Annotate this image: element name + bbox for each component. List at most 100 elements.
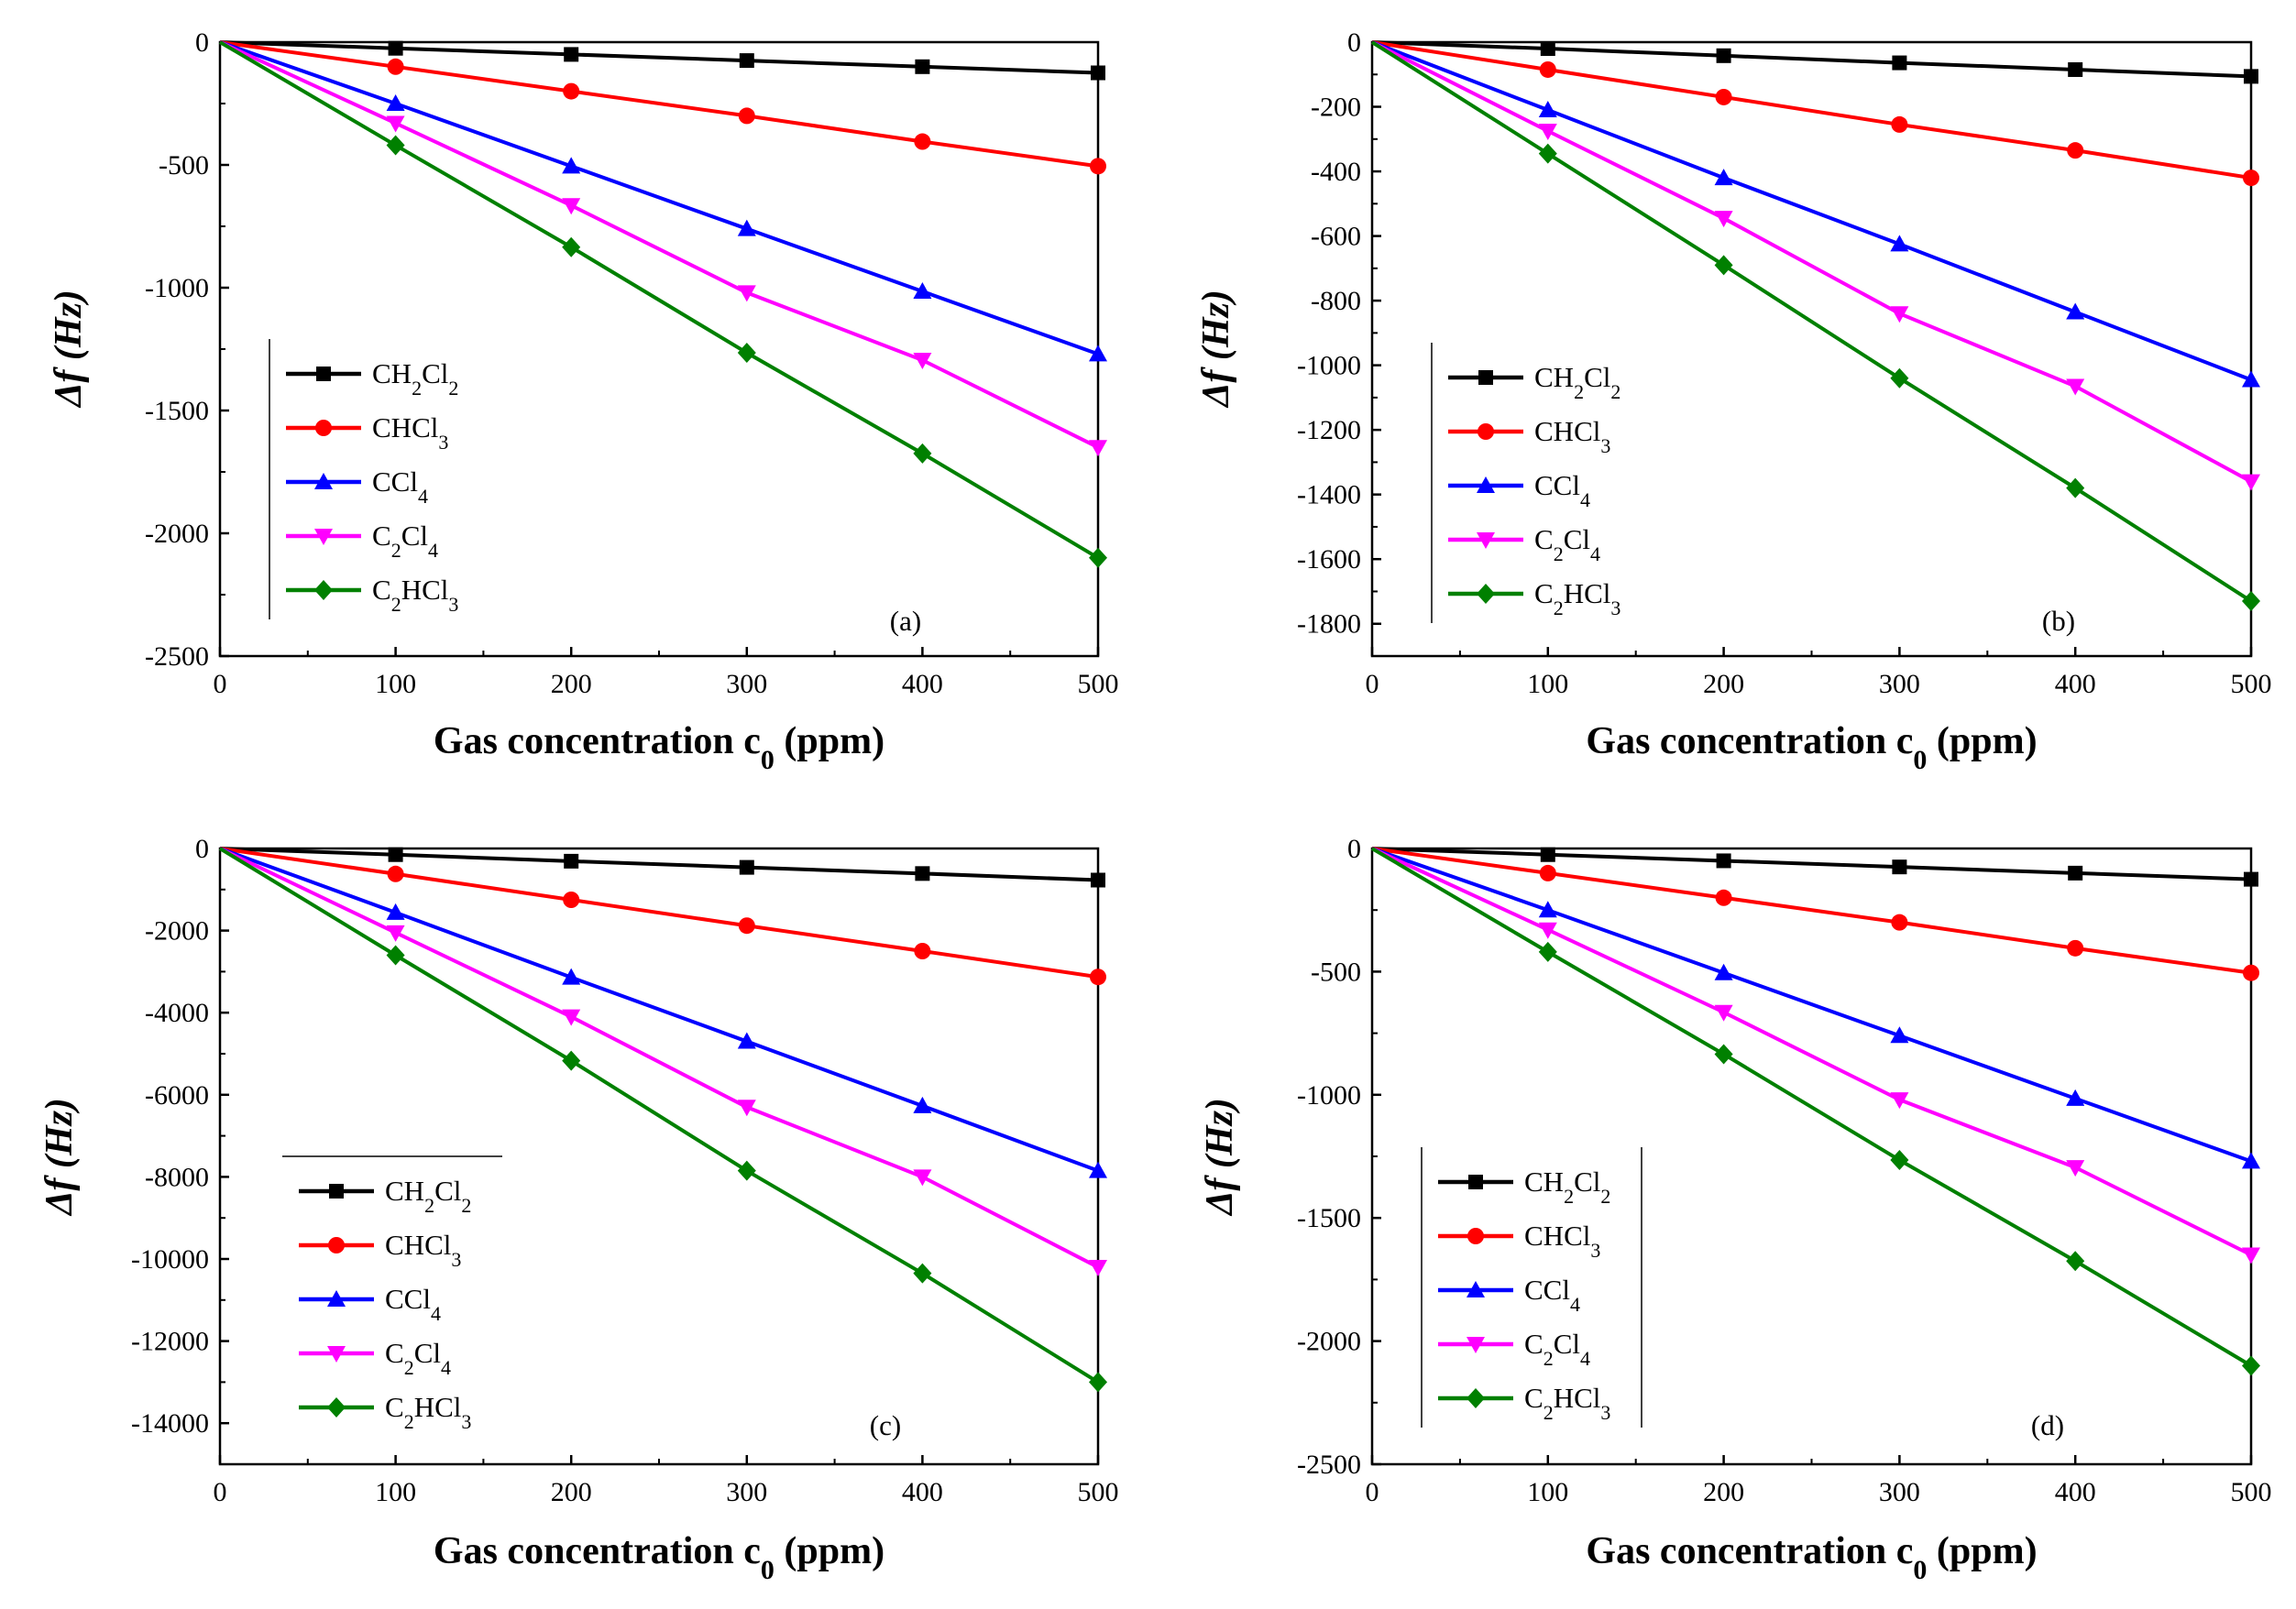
data-point	[2068, 61, 2083, 77]
legend-label: CHCl3	[372, 411, 448, 454]
legend-label: CHCl3	[1534, 415, 1610, 457]
x-tick-label: 0	[214, 669, 227, 699]
data-point	[1090, 158, 1106, 175]
legend-label: CH2Cl2	[1534, 361, 1620, 403]
legend-marker	[1467, 1228, 1484, 1244]
x-tick-label: 300	[1879, 1477, 1920, 1507]
legend: CH2Cl2 CHCl3 CCl4 C2Cl4 C2HCl3	[1421, 1147, 1642, 1428]
legend-marker	[327, 1290, 346, 1307]
series-line-0	[219, 847, 1099, 882]
legend-marker	[327, 1346, 346, 1363]
legend-label: CH2Cl2	[1524, 1166, 1610, 1208]
data-point	[914, 133, 931, 150]
y-tick-label: -2000	[1297, 1327, 1361, 1357]
data-point	[2066, 302, 2085, 320]
data-point	[1540, 41, 1555, 57]
data-point	[386, 94, 405, 111]
y-tick-label: -1800	[1297, 609, 1361, 640]
legend-marker	[328, 1237, 345, 1253]
y-tick-label: -400	[1311, 157, 1361, 187]
data-point	[564, 47, 579, 62]
chart-panel-c: 0 100 200 300 400 500 0 -2000 -4000 -6000 -8000 -10…	[38, 834, 1119, 1585]
series-line-4	[1370, 847, 2253, 1368]
data-point	[2066, 378, 2085, 396]
legend-marker	[329, 1184, 344, 1199]
data-point	[2066, 1251, 2085, 1272]
data-point	[1715, 88, 1732, 105]
legend-label: CHCl3	[1524, 1220, 1600, 1262]
data-point	[2067, 939, 2084, 957]
y-tick-label: -1000	[145, 273, 209, 303]
data-point	[1089, 547, 1107, 568]
y-tick-label: -12000	[131, 1327, 209, 1357]
legend-marker	[1468, 1175, 1483, 1189]
data-point	[1089, 1372, 1107, 1393]
legend-label: C2Cl4	[385, 1337, 451, 1379]
data-point	[1892, 55, 1907, 71]
data-point	[1714, 255, 1733, 276]
legend-label: CCl4	[1524, 1274, 1580, 1316]
data-point	[1089, 440, 1107, 457]
y-tick-label: -14000	[131, 1408, 209, 1439]
legend-label: CH2Cl2	[385, 1175, 471, 1217]
legend-marker	[1477, 584, 1495, 604]
y-tick-label: -8000	[145, 1162, 209, 1192]
legend-label: C2HCl3	[1534, 577, 1620, 619]
x-tick-label: 200	[1703, 669, 1744, 699]
data-point	[1540, 847, 1555, 862]
x-tick-label: 500	[1078, 669, 1119, 699]
chart-panel-d: 0 100 200 300 400 500 0 -500 -1000 -1500 -2000 -250…	[1199, 834, 2272, 1585]
y-tick-label: -1200	[1297, 415, 1361, 445]
y-tick-label: -600	[1311, 222, 1361, 252]
data-point	[386, 135, 405, 156]
chart-panel-a: 0 100 200 300 400 500 0 -500 -1000 -1500 -2000 -250…	[48, 27, 1119, 775]
y-tick-label: -10000	[131, 1244, 209, 1275]
plot-frame	[218, 40, 1100, 658]
x-tick-label: 300	[726, 1477, 767, 1507]
legend-label: CCl4	[372, 465, 428, 508]
legend-label: C2Cl4	[1534, 523, 1600, 565]
plot-frame	[1370, 40, 2253, 658]
series-line-2	[1371, 847, 2252, 1164]
y-tick-label: -4000	[145, 998, 209, 1028]
data-point	[915, 866, 930, 881]
panel-letter: (c)	[870, 1409, 901, 1441]
y-axis-title: Δf (Hz)	[1199, 1098, 1241, 1217]
data-point	[563, 892, 580, 908]
y-tick-label: -1000	[1297, 351, 1361, 381]
x-axis-title: Gas concentration c0 (ppm)	[1586, 720, 2037, 775]
data-point	[388, 847, 403, 862]
x-tick-label: 100	[375, 1477, 416, 1507]
data-point	[1539, 60, 1556, 78]
panel-letter: (d)	[2031, 1409, 2064, 1441]
data-point	[913, 1263, 932, 1284]
legend-marker	[1477, 532, 1495, 549]
y-tick-label: -1500	[145, 396, 209, 426]
data-point	[386, 903, 405, 920]
data-point	[737, 219, 756, 236]
data-point	[564, 853, 579, 869]
data-point	[737, 1100, 756, 1117]
y-tick-label: -2000	[145, 916, 209, 947]
series-line-0	[1371, 847, 2252, 881]
legend-label: C2HCl3	[1524, 1382, 1610, 1424]
x-axis-title: Gas concentration c0 (ppm)	[434, 720, 884, 775]
data-point	[737, 1160, 756, 1181]
data-point	[386, 945, 405, 966]
series-line-1	[219, 40, 1099, 169]
y-tick-label: 0	[1347, 834, 1361, 864]
data-point	[1090, 969, 1106, 986]
data-point	[562, 198, 581, 215]
x-tick-label: 0	[1366, 669, 1379, 699]
data-point	[1890, 1092, 1909, 1110]
x-tick-label: 200	[1703, 1477, 1744, 1507]
data-point	[1890, 367, 1909, 389]
legend-marker	[1478, 370, 1493, 385]
legend: CH2Cl2 CHCl3 CCl4 C2Cl4 C2HCl3	[269, 339, 458, 619]
data-point	[387, 58, 404, 75]
series-line-2	[219, 847, 1099, 1173]
data-point	[913, 353, 932, 370]
legend-marker	[327, 1397, 346, 1417]
legend-label: CHCl3	[385, 1229, 461, 1271]
